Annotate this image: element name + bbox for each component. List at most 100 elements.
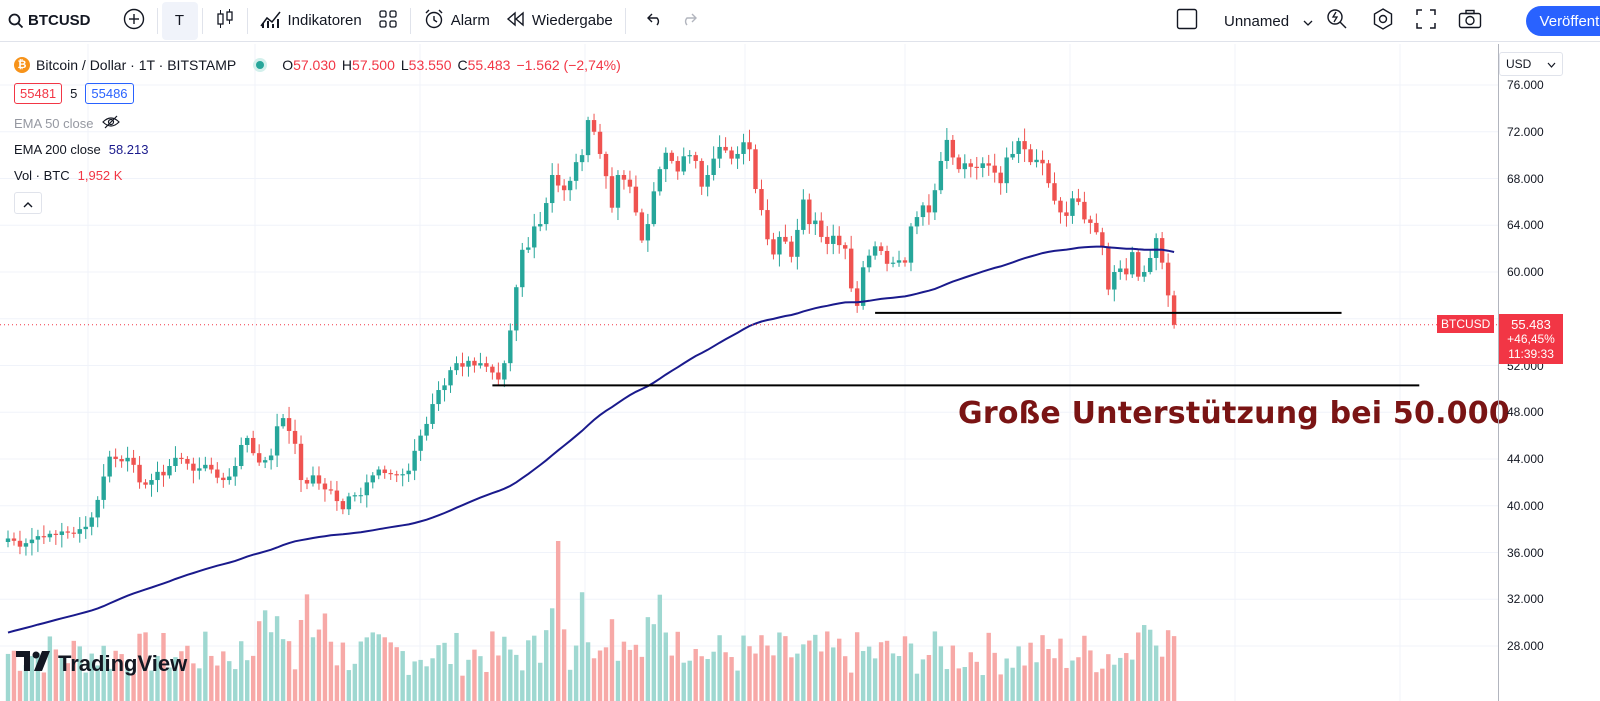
volume-bar	[848, 672, 854, 701]
volume-bar	[167, 667, 172, 701]
candles-icon	[215, 8, 235, 34]
candle-body	[645, 224, 651, 241]
candle-body	[502, 363, 507, 380]
candle-body	[268, 455, 274, 461]
sell-price-button[interactable]: 55481	[14, 82, 63, 104]
fullscreen-button[interactable]	[1408, 2, 1444, 40]
toolbar-divider	[156, 7, 158, 34]
symbol-search-button[interactable]: BTCUSD	[0, 2, 99, 40]
settings-button[interactable]	[1364, 2, 1402, 40]
templates-button[interactable]	[370, 2, 406, 40]
snapshot-button[interactable]	[1450, 2, 1490, 40]
volume-bar	[1034, 662, 1039, 701]
candle-body	[980, 163, 985, 168]
volume-bar	[645, 617, 651, 701]
candle-body	[944, 139, 950, 161]
volume-bar	[484, 671, 489, 701]
indicators-button[interactable]: Indikatoren	[252, 2, 370, 40]
redo-button[interactable]	[672, 2, 706, 40]
layout-button[interactable]	[1168, 2, 1206, 40]
candle-body	[436, 390, 441, 405]
volume-bar	[585, 642, 591, 701]
candle-body	[310, 475, 316, 484]
volume-bar	[579, 592, 585, 701]
volume-bar	[675, 631, 680, 701]
candle-body	[221, 477, 226, 481]
replay-button[interactable]: Wiedergabe	[498, 2, 621, 40]
candle-body	[759, 189, 764, 211]
quick-search-button[interactable]	[1318, 2, 1356, 40]
timeframe-button[interactable]: T	[161, 1, 198, 40]
candle-body	[920, 205, 926, 218]
chart-type-button[interactable]	[207, 2, 243, 40]
layout-name-dropdown[interactable]: Unnamed	[1216, 2, 1321, 40]
candle-body	[17, 540, 23, 547]
grid-icon	[378, 9, 398, 33]
candle-body	[262, 460, 268, 463]
candle-body	[854, 288, 860, 306]
undo-button[interactable]	[638, 2, 672, 40]
candle-body	[274, 426, 280, 456]
currency-select[interactable]: USD	[1499, 52, 1563, 76]
volume-bar	[430, 658, 435, 701]
tradingview-logo[interactable]: TradingView	[16, 651, 187, 677]
volume-bar	[334, 665, 340, 701]
volume-bar	[1088, 650, 1093, 701]
volume-bar	[298, 619, 304, 701]
volume-bar	[1153, 645, 1159, 701]
candle-body	[825, 236, 830, 244]
ema50-legend-row[interactable]: EMA 50 close	[14, 110, 621, 136]
publish-button[interactable]: Veröffentli	[1525, 6, 1600, 36]
candle-body	[926, 205, 932, 213]
ema200-legend-row[interactable]: EMA 200 close 58.213	[14, 136, 621, 162]
volume-bar	[573, 645, 579, 701]
collapse-legend-button[interactable]	[14, 192, 42, 214]
volume-bar	[687, 660, 692, 701]
chart-pane[interactable]	[0, 44, 1498, 701]
alert-button[interactable]: Alarm	[415, 2, 498, 40]
candle-body	[741, 142, 746, 154]
price-axis[interactable]: USD 76.00072.00068.00064.00060.00056.000…	[1498, 44, 1600, 701]
toolbar-divider	[201, 7, 203, 34]
support-annotation-text[interactable]: Große Unterstützung bei 50.000	[958, 396, 1510, 431]
volume-bar	[1147, 629, 1153, 701]
volume-bar	[197, 668, 202, 701]
bar-countdown: 11:39:33	[1508, 347, 1554, 361]
volume-bar	[753, 653, 758, 701]
volume-bar	[651, 624, 657, 701]
volume-bar	[394, 647, 399, 701]
candle-body	[167, 466, 172, 476]
volume-bar	[549, 608, 555, 701]
camera-icon	[1458, 9, 1482, 33]
symbol-title[interactable]: Bitcoin / Dollar · 1T · BITSTAMP	[36, 57, 237, 73]
candle-body	[843, 245, 848, 249]
price-chart[interactable]	[0, 44, 1498, 701]
volume-bar	[23, 665, 29, 701]
candle-body	[687, 155, 692, 157]
candle-body	[1094, 222, 1099, 233]
volume-bar	[490, 631, 495, 701]
eye-off-icon[interactable]	[101, 115, 120, 132]
candle-body	[717, 146, 722, 159]
candle-body	[555, 174, 561, 186]
candle-body	[173, 457, 178, 467]
volume-bar	[460, 675, 465, 701]
candle-body	[771, 239, 776, 255]
candle-body	[29, 539, 35, 544]
candle-body	[585, 120, 591, 156]
compare-button[interactable]	[115, 2, 153, 40]
volume-bar	[125, 668, 130, 701]
candle-body	[813, 220, 818, 225]
volume-bar	[161, 632, 166, 701]
buy-price-button[interactable]: 55486	[85, 82, 134, 104]
candle-body	[549, 174, 555, 204]
market-status-dot[interactable]	[256, 61, 265, 69]
candle-body	[1070, 198, 1075, 216]
candle-body	[286, 418, 292, 431]
volume-bar	[280, 639, 286, 701]
volume-bar	[681, 662, 686, 701]
candle-body	[35, 536, 41, 540]
volume-bar	[406, 674, 411, 701]
candle-body	[783, 236, 788, 242]
volume-legend-row[interactable]: Vol · BTC 1,952 K	[14, 162, 621, 188]
